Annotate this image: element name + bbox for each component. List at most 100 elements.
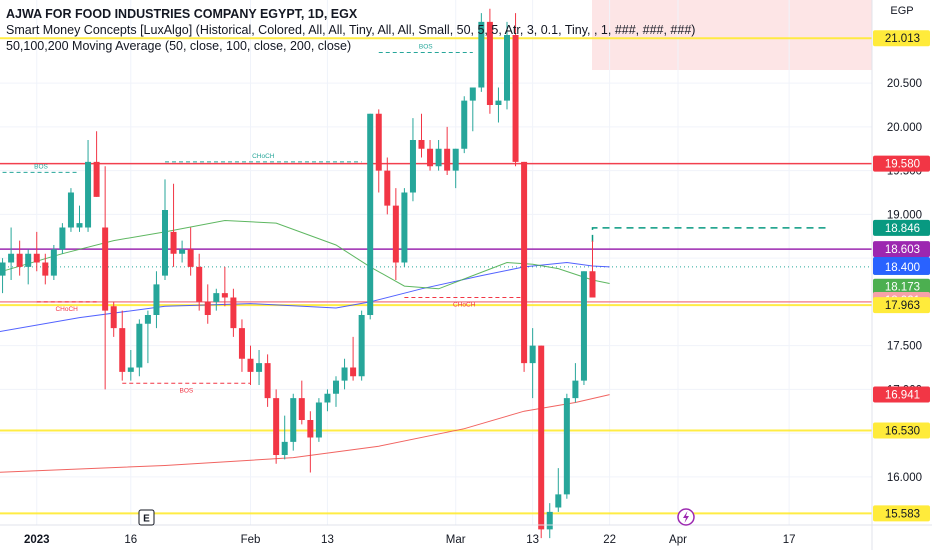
candle-body — [59, 227, 66, 250]
candle-body — [315, 402, 322, 438]
candle-body — [230, 297, 237, 329]
candle-body — [221, 293, 228, 298]
candle — [358, 310, 365, 381]
candle — [59, 223, 66, 254]
indicator-moving-average[interactable]: 50,100,200 Moving Average (50, close, 10… — [6, 39, 352, 53]
candle-body — [427, 148, 434, 167]
candle — [307, 411, 314, 473]
price-badge — [873, 505, 930, 522]
candle — [93, 131, 100, 197]
candle-body — [110, 306, 117, 329]
candle — [0, 258, 6, 294]
candle-body — [273, 398, 280, 455]
time-tick-label: 17 — [783, 534, 796, 546]
candle — [8, 227, 15, 280]
candle-body — [170, 231, 177, 254]
candle-body — [102, 227, 109, 311]
time-tick-label: Mar — [446, 534, 466, 546]
candle — [290, 393, 297, 451]
target-line — [591, 227, 828, 242]
candle-body — [469, 87, 476, 101]
candle — [350, 336, 357, 381]
structure-label: CHoCH — [55, 306, 78, 313]
candle — [572, 363, 579, 403]
price-tick-label: 19.000 — [887, 209, 922, 221]
candle — [538, 345, 545, 539]
candle-body — [136, 323, 143, 368]
candle — [478, 13, 485, 92]
candle — [401, 188, 408, 267]
candle-body — [16, 253, 23, 267]
price-badge-label: 21.013 — [885, 33, 920, 45]
candle-body — [589, 271, 596, 298]
candle — [102, 166, 109, 390]
time-tick-label: 16 — [124, 534, 137, 546]
candle-body — [8, 253, 15, 263]
candle-body — [512, 35, 519, 162]
price-badge-label: 19.580 — [885, 159, 920, 171]
earnings-marker[interactable] — [138, 509, 155, 526]
candle — [25, 249, 32, 285]
candle-body — [50, 249, 57, 276]
candle-body — [401, 192, 408, 263]
price-badge — [873, 30, 930, 47]
candle-body — [127, 367, 134, 372]
candle — [136, 319, 143, 377]
price-badge-label: 18.846 — [885, 223, 920, 235]
candle — [67, 188, 74, 232]
candle-body — [153, 284, 160, 315]
candle — [110, 301, 117, 337]
candle-body — [350, 367, 357, 377]
price-badge-label: 18.173 — [885, 282, 920, 294]
candle — [512, 13, 519, 167]
time-tick-label: 22 — [603, 534, 616, 546]
candle-body — [333, 380, 339, 394]
candle — [529, 328, 536, 399]
price-badge-label: 16.530 — [885, 426, 920, 438]
symbol-title[interactable]: AJWA FOR FOOD INDUSTRIES COMPANY EGYPT, … — [6, 7, 358, 21]
supply-zone — [592, 0, 872, 70]
price-badge — [873, 422, 930, 439]
chart-legend: AJWA FOR FOOD INDUSTRIES COMPANY EGYPT, … — [6, 6, 695, 54]
candle-body — [213, 293, 220, 302]
candle-body — [187, 249, 194, 267]
currency-label[interactable]: EGP — [890, 5, 913, 17]
candle-body — [495, 100, 502, 105]
candle-body — [196, 266, 203, 302]
time-tick-label: 2023 — [24, 534, 50, 546]
candle — [521, 161, 528, 372]
candle — [375, 109, 382, 193]
candle-body — [486, 21, 493, 105]
candle — [546, 503, 553, 539]
candle-body — [324, 393, 331, 403]
candle — [427, 140, 434, 171]
candle — [221, 266, 228, 307]
candle — [196, 253, 203, 311]
candle — [144, 310, 151, 364]
price-badge-label: 17.963 — [885, 300, 920, 312]
candle-body — [392, 205, 399, 263]
candle-body — [461, 100, 468, 149]
candle — [153, 271, 160, 329]
candle-body — [33, 253, 40, 263]
candle-body — [67, 192, 74, 228]
structure-label: BOS — [180, 387, 194, 394]
candle-body — [85, 161, 92, 228]
price-badge-label: 18.400 — [885, 262, 920, 274]
candle — [418, 113, 425, 158]
candle — [461, 96, 468, 154]
candle — [367, 113, 374, 320]
structure-label: BOS — [34, 163, 48, 170]
ma100-line — [0, 261, 610, 332]
price-badge — [873, 297, 930, 314]
candle-body — [367, 113, 374, 315]
candle-body — [529, 345, 536, 364]
candle — [333, 376, 339, 407]
candle — [179, 240, 186, 263]
price-tick-label: 16.000 — [887, 472, 922, 484]
candle-body — [504, 35, 510, 101]
price-badge-label: 16.941 — [885, 390, 920, 402]
price-tick-label: 17.500 — [887, 341, 922, 353]
indicator-smc[interactable]: Smart Money Concepts [LuxAlgo] (Historic… — [6, 23, 696, 37]
